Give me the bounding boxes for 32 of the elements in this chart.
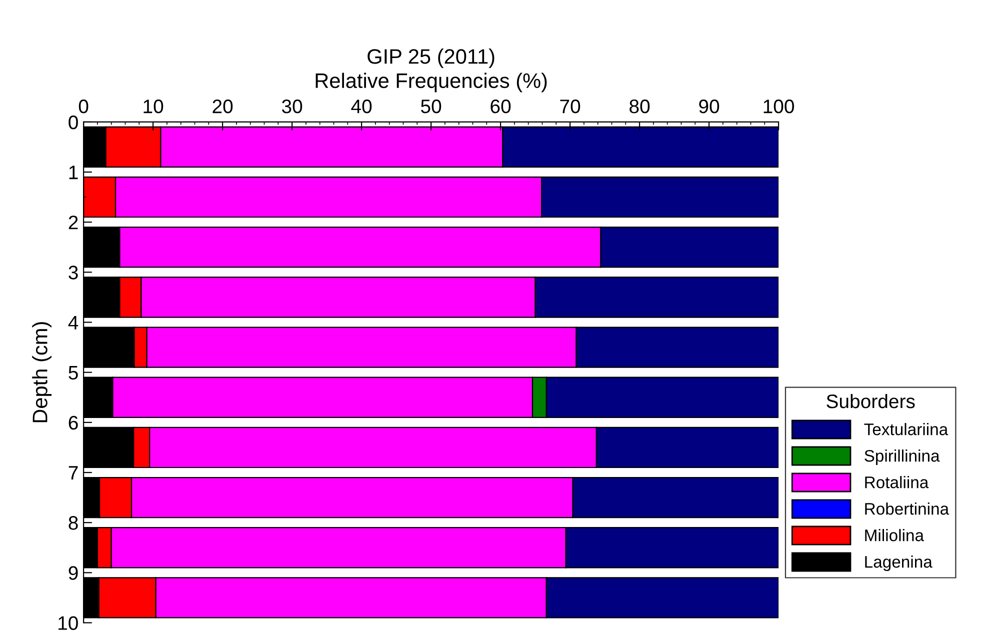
x-tick-label: 100 — [764, 100, 794, 114]
y-axis-title: Depth (cm) — [32, 322, 52, 422]
y-tick-label: 6 — [68, 416, 78, 430]
legend-label: Lagenina — [865, 556, 932, 572]
x-tick-label: 30 — [282, 100, 302, 114]
legend-label: Textulariina — [864, 423, 948, 436]
y-tick-label: 5 — [68, 366, 78, 380]
legend-title: Suborders — [826, 394, 915, 408]
x-tick-label: 80 — [630, 100, 650, 114]
y-tick-label: 3 — [68, 266, 78, 280]
x-tick-label: 70 — [560, 100, 580, 114]
legend-label: Spirillinina — [864, 450, 940, 466]
legend-label: Miliolina — [865, 529, 924, 542]
legend-label: Rotaliina — [865, 476, 929, 488]
y-tick-label: 8 — [68, 516, 78, 530]
x-tick-label: 40 — [351, 100, 372, 114]
x-tick-label: 0 — [78, 100, 88, 114]
x-tick-label: 90 — [699, 100, 720, 114]
y-tick-label: 9 — [68, 566, 78, 580]
x-axis-title: Relative Frequencies (%) — [316, 72, 547, 92]
y-tick-label: 1 — [69, 166, 78, 180]
y-tick-label: 2 — [68, 216, 78, 230]
x-tick-label: 60 — [490, 100, 511, 114]
x-tick-label: 20 — [212, 100, 233, 114]
y-tick-label: 10 — [58, 616, 78, 630]
y-tick-label: 4 — [68, 316, 78, 330]
y-tick-label: 7 — [68, 466, 78, 480]
x-tick-label: 50 — [421, 100, 442, 114]
chart-title: GIP 25 (2011) — [368, 48, 494, 68]
x-tick-label: 10 — [144, 100, 164, 114]
y-tick-label: 0 — [68, 115, 78, 130]
legend-label: Robertinina — [865, 502, 950, 515]
